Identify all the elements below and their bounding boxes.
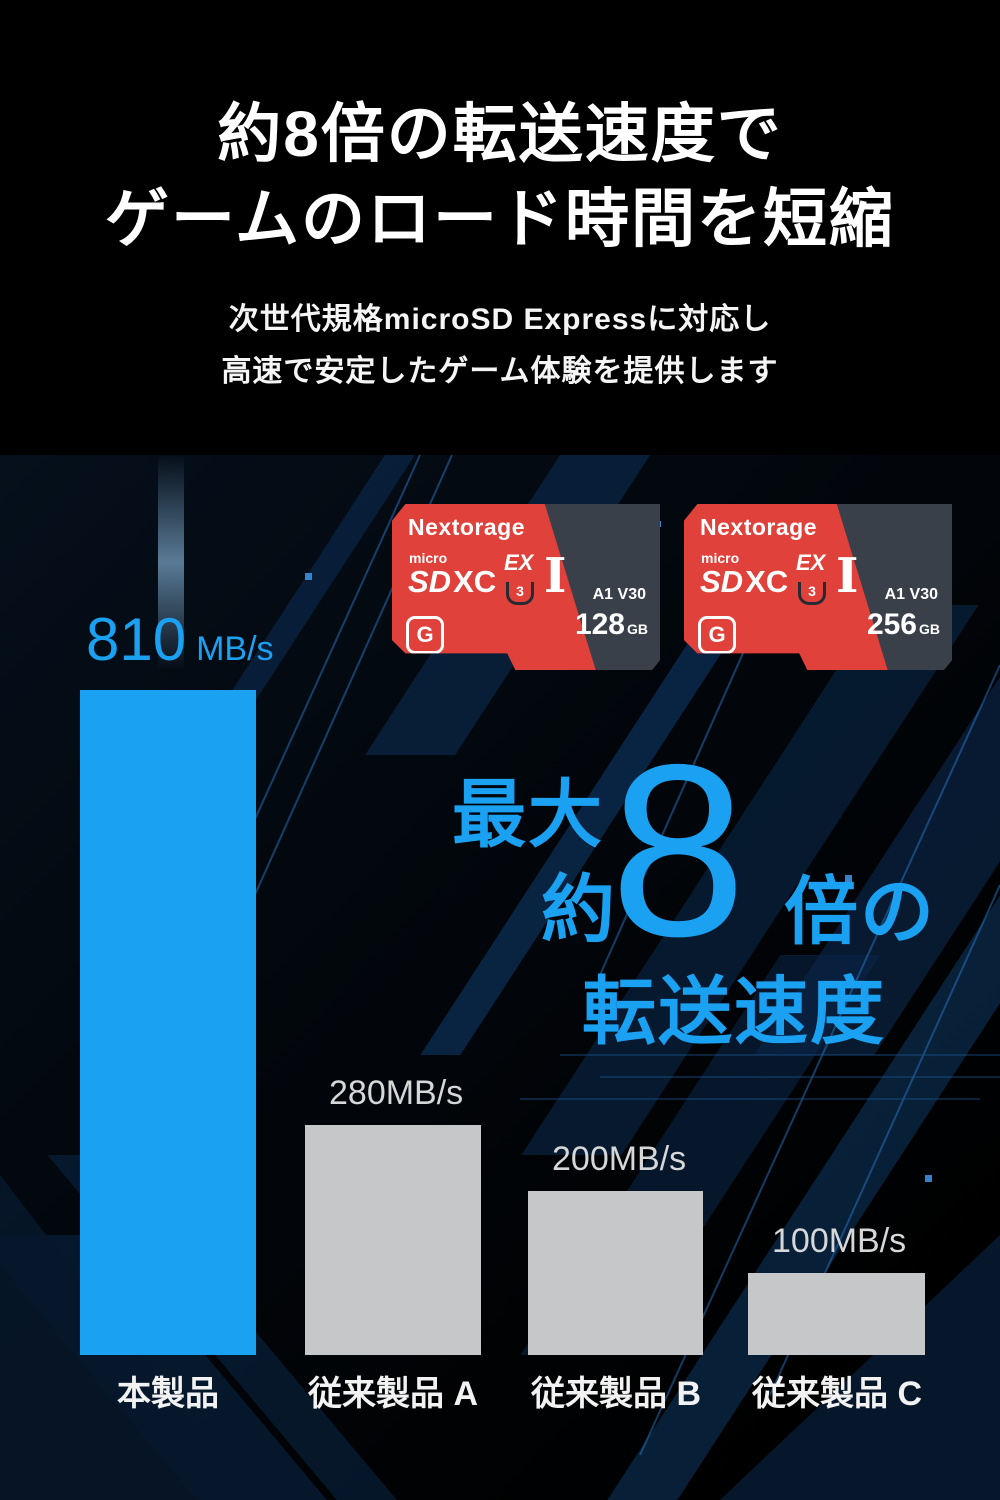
category-legacy-b: 従来製品 B — [531, 1375, 701, 1413]
sd-logo: SD — [408, 564, 452, 599]
headline: 約8倍の転送速度で ゲームのロード時間を短縮 — [0, 92, 1000, 262]
sd-logo: SD — [700, 564, 744, 599]
claim-baino: 倍の — [784, 870, 936, 953]
capacity-number: 128 — [574, 608, 625, 641]
xc-logo: XC — [745, 564, 789, 599]
xc-logo: XC — [453, 564, 497, 599]
bar-value-unit: MB/s — [196, 630, 274, 668]
microsd-card-256gb: Nextorage micro SDXC EX 3 I A1 V30 256 GB… — [684, 504, 952, 670]
microsd-logo-sdxc: SDXC — [408, 564, 496, 600]
category-legacy-c: 従来製品 C — [752, 1375, 922, 1413]
subheadline-line2: 高速で安定したゲーム体験を提供します — [221, 355, 779, 389]
category-main-product: 本製品 — [117, 1375, 219, 1413]
claim-yaku: 約 — [541, 868, 617, 951]
microsd-logo-micro: micro — [409, 550, 448, 566]
microsd-logo-micro: micro — [701, 550, 740, 566]
speed-class-label: A1 V30 — [884, 586, 938, 603]
card-brand: Nextorage — [408, 514, 525, 540]
uhs-i-mark: I — [836, 548, 859, 604]
card-brand: Nextorage — [700, 514, 817, 540]
g-logo-icon: G — [406, 616, 444, 654]
headline-line2: ゲームのロード時間を短縮 — [104, 183, 896, 256]
bar-legacy-product-a: 280MB/s — [305, 1074, 481, 1355]
claim-tensou-sokudo: 転送速度 — [582, 970, 886, 1053]
claim-saidai: 最大 — [452, 773, 604, 856]
bar-legacy-product-b: 200MB/s — [528, 1140, 703, 1355]
capacity-label: 128 GB — [575, 608, 648, 642]
express-label: EX — [796, 550, 826, 575]
microsd-logo-sdxc: SDXC — [700, 564, 788, 600]
bar-main-product: 810 MB/s — [80, 606, 274, 1355]
claim-big-8: 8 — [610, 713, 747, 987]
bar-value-label: 200MB/s — [552, 1140, 687, 1178]
uhs-i-mark: I — [544, 548, 567, 604]
bar-value-number: 810 — [86, 606, 187, 673]
capacity-number: 256 — [866, 608, 917, 641]
bar-value-label-main: 810 MB/s — [86, 605, 274, 674]
capacity-unit: GB — [627, 621, 648, 637]
subheadline-line1: 次世代規格microSD Expressに対応し — [228, 303, 772, 336]
bar-legacy-product-c: 100MB/s — [748, 1222, 925, 1355]
speed-class-label: A1 V30 — [592, 586, 646, 603]
capacity-label: 256 GB — [867, 608, 940, 642]
microsd-card-128gb: Nextorage micro SDXC EX 3 I A1 V30 128 GB… — [392, 504, 660, 670]
g-logo-icon: G — [698, 616, 736, 654]
headline-line1: 約8倍の転送速度で — [217, 98, 783, 170]
u3-speed-class-icon: 3 — [798, 582, 826, 605]
capacity-unit: GB — [919, 621, 940, 637]
subheadline: 次世代規格microSD Expressに対応し 高速で安定したゲーム体験を提供… — [0, 294, 1000, 398]
u3-speed-class-icon: 3 — [506, 582, 534, 605]
category-legacy-a: 従来製品 A — [308, 1375, 478, 1413]
express-label: EX — [504, 550, 534, 575]
bar-value-label: 100MB/s — [772, 1222, 907, 1260]
bar-value-label: 280MB/s — [329, 1074, 464, 1112]
